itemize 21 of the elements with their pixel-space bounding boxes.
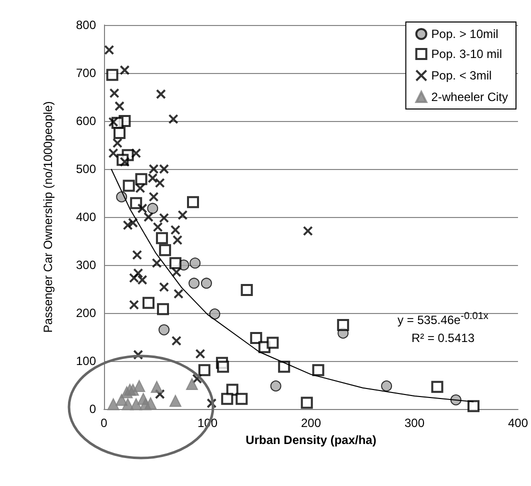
x-tick-label: 200 xyxy=(300,416,322,430)
x-tick-label: 0 xyxy=(100,416,108,430)
y-axis-title: Passenger Car Ownership (no/1000people) xyxy=(41,101,55,333)
legend-label: Pop. 3-10 mil xyxy=(431,47,502,61)
y-tick-label: 100 xyxy=(76,354,96,368)
y-tick-label: 500 xyxy=(76,162,96,176)
x-tick-label: 400 xyxy=(508,416,528,430)
x-tick-label: 300 xyxy=(404,416,425,430)
y-tick-label: 300 xyxy=(76,258,96,272)
y-tick-label: 800 xyxy=(76,18,96,32)
y-tick-label: 700 xyxy=(76,66,96,80)
x-axis-title: Urban Density (pax/ha) xyxy=(246,432,376,447)
y-tick-label: 400 xyxy=(76,210,96,224)
annotation: R² = 0.5413 xyxy=(411,331,475,345)
annotation: y = 535.46e$^{-0.01x}$ xyxy=(398,311,488,327)
legend-label: 2-wheeler City xyxy=(431,90,508,104)
legend-label: Pop. < 3mil xyxy=(431,68,492,82)
y-tick-label: 0 xyxy=(89,402,96,416)
legend-label: Pop. > 10mil xyxy=(431,27,498,41)
y-tick-label: 600 xyxy=(76,114,96,128)
y-tick-label: 200 xyxy=(76,306,96,320)
